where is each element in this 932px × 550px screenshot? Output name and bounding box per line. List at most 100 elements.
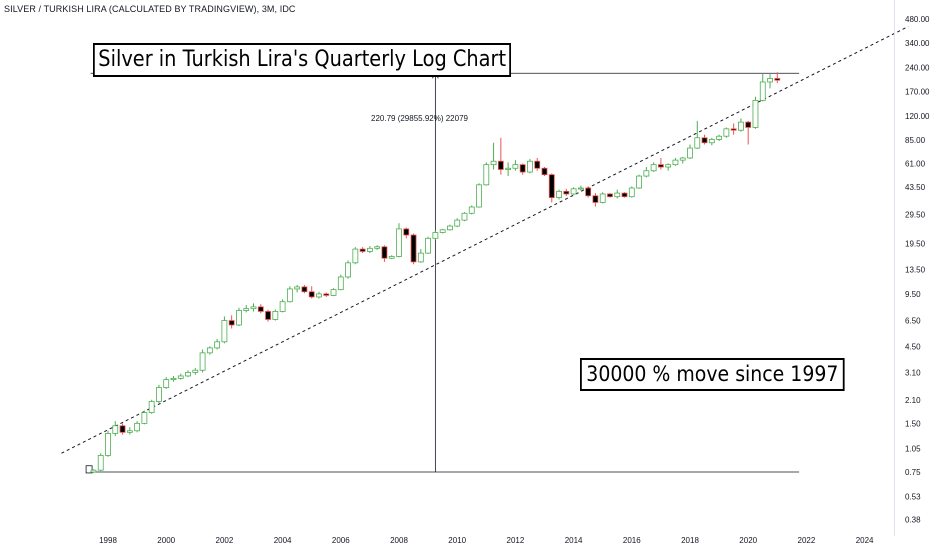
candle-up — [192, 368, 199, 375]
y-tick-label: 9.50 — [905, 290, 921, 299]
candle-body — [723, 128, 730, 137]
candle-body — [468, 206, 475, 214]
symbol-title: SILVER / TURKISH LIRA (CALCULATED BY TRA… — [4, 4, 296, 14]
candle-body — [665, 164, 672, 168]
candle-up — [243, 305, 250, 313]
candle-up — [570, 187, 577, 195]
candle-body — [505, 167, 512, 170]
y-tick-label: 340.00 — [905, 39, 930, 48]
candle-body — [628, 187, 635, 198]
candle-up — [105, 430, 111, 457]
candle-body — [148, 401, 155, 413]
candle-body — [716, 135, 722, 140]
candle-body — [323, 293, 330, 296]
candle-body — [396, 228, 402, 257]
candle-up — [468, 205, 475, 215]
x-tick-label: 2006 — [332, 536, 350, 545]
candle-body — [730, 128, 737, 131]
candle-body — [243, 308, 250, 311]
candle-body — [359, 248, 366, 252]
candle-down — [592, 193, 599, 207]
x-tick-label: 2000 — [157, 536, 175, 545]
candle-up — [126, 427, 133, 435]
candle-down — [519, 163, 526, 175]
candle-down — [607, 193, 613, 198]
candle-up — [134, 421, 141, 433]
candle-body — [403, 228, 410, 236]
candle-body — [163, 379, 170, 388]
candle-up — [454, 218, 461, 228]
candle-body — [672, 159, 679, 166]
candle-up — [723, 127, 730, 138]
candle-body — [126, 430, 133, 433]
price-axis-separator — [894, 0, 895, 536]
candle-down — [497, 137, 504, 175]
candle-down — [774, 72, 781, 84]
candle-body — [636, 175, 642, 189]
candle-up — [483, 162, 490, 186]
candle-up — [156, 384, 162, 404]
y-tick-label: 240.00 — [905, 63, 930, 72]
candle-up — [679, 156, 686, 164]
candle-up — [716, 134, 722, 142]
candle-down — [301, 284, 308, 294]
candle-up — [439, 228, 446, 234]
candle-up — [250, 303, 257, 312]
candle-up — [374, 245, 381, 250]
candle-body — [97, 455, 104, 471]
candle-body — [381, 246, 388, 259]
candle-up — [330, 288, 337, 297]
candle-body — [548, 174, 555, 199]
candle-body — [112, 425, 119, 434]
candle-body — [156, 387, 162, 402]
candle-up — [141, 410, 148, 425]
x-tick-label: 2008 — [390, 536, 408, 545]
y-tick-label: 4.50 — [905, 342, 921, 351]
candle-down — [410, 233, 417, 265]
candle-body — [745, 121, 752, 128]
candle-up — [512, 160, 519, 171]
candle-down — [265, 309, 271, 322]
candle-body — [570, 188, 577, 195]
y-tick-label: 480.00 — [905, 15, 930, 24]
candle-down — [228, 315, 235, 329]
candle-down — [403, 227, 410, 239]
start-marker — [85, 465, 93, 474]
candle-up — [97, 453, 104, 472]
candle-body — [512, 164, 519, 169]
candle-body — [708, 139, 715, 144]
candle-down — [323, 292, 330, 297]
candles-layer — [90, 72, 781, 473]
candle-up — [628, 186, 635, 198]
candle-body — [621, 192, 628, 198]
candle-body — [454, 219, 461, 227]
candle-up — [650, 162, 657, 173]
candle-body — [250, 306, 257, 310]
x-axis: 1998 2000 2002 2004 2006 2008 2010 2012 2014 2016… — [99, 536, 874, 545]
candle-body — [519, 164, 526, 173]
candle-body — [650, 164, 657, 172]
x-tick-label: 2012 — [507, 536, 525, 545]
y-tick-label: 2.10 — [905, 396, 921, 405]
candle-up — [636, 174, 642, 189]
candle-body — [687, 147, 693, 159]
trendline-layer — [61, 26, 909, 454]
candle-up — [556, 189, 562, 200]
candle-body — [534, 160, 541, 169]
candle-body — [541, 167, 548, 176]
candle-body — [301, 286, 308, 293]
title-annotation-box[interactable]: Silver in Turkish Lira's Quarterly Log C… — [93, 43, 512, 77]
candle-body — [490, 160, 497, 166]
candle-body — [170, 377, 177, 381]
note-annotation-box[interactable]: 30000 % move since 1997 — [580, 358, 845, 391]
x-tick-label: 2022 — [798, 536, 816, 545]
candle-body — [767, 78, 773, 83]
candle-body — [447, 225, 453, 231]
candle-body — [214, 341, 221, 349]
candle-body — [272, 311, 279, 320]
candle-down — [381, 245, 388, 262]
candle-body — [439, 229, 446, 233]
candle-body — [206, 347, 213, 354]
x-tick-label: 1998 — [99, 536, 117, 545]
